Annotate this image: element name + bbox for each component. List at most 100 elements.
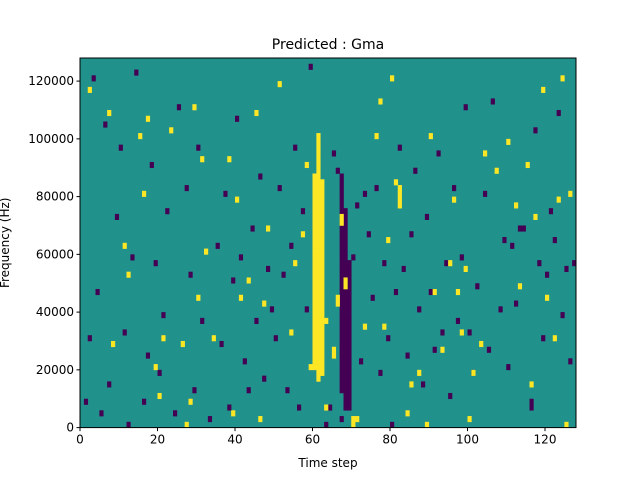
heatmap-cell-high [320, 289, 325, 296]
heatmap-cell-high [312, 173, 317, 180]
heatmap-cell-high [122, 242, 127, 249]
heatmap-cell-high [238, 294, 244, 301]
heatmap-cell-low [343, 242, 348, 249]
heatmap-cell-high [308, 364, 313, 371]
heatmap-cell-high [316, 144, 321, 151]
heatmap-cell-high [506, 138, 511, 145]
heatmap-cell-high [393, 179, 399, 186]
heatmap-cell-high [312, 323, 317, 330]
heatmap-cell-low [572, 260, 577, 267]
heatmap-cell-low [215, 242, 220, 249]
heatmap-cell-low [347, 271, 352, 278]
heatmap-cell-high [316, 196, 321, 203]
heatmap-cell-low [142, 398, 147, 405]
heatmap-cell-low [339, 260, 344, 267]
heatmap-cell-low [347, 387, 352, 394]
heatmap-cell-high [545, 294, 550, 301]
heatmap-cell-high [320, 248, 325, 255]
heatmap-cell-high [312, 283, 317, 290]
heatmap-cell-low [339, 202, 344, 209]
heatmap-cell-high [312, 248, 317, 255]
heatmap-cell-high [316, 283, 321, 290]
heatmap-cell-low [246, 387, 251, 394]
heatmap-cell-low [339, 242, 344, 249]
heatmap-cell-low [343, 329, 348, 336]
heatmap-cell-low [339, 329, 344, 336]
x-axis-label: Time step [297, 456, 357, 470]
heatmap-cell-low [161, 312, 166, 319]
heatmap-cell-high [320, 179, 325, 186]
heatmap-cell-low [417, 306, 422, 313]
heatmap-cell-low [87, 335, 92, 342]
heatmap-cell-low [347, 323, 352, 330]
y-tick-label: 60000 [36, 247, 74, 261]
heatmap-cell-low [339, 335, 344, 342]
heatmap-cell-high [246, 277, 251, 284]
heatmap-cell-low [339, 265, 344, 272]
heatmap-cell-low [173, 410, 178, 417]
heatmap-cell-low [401, 265, 406, 272]
heatmap-cell-low [347, 329, 352, 336]
x-tick-label: 40 [227, 433, 242, 447]
heatmap-cell-high [87, 86, 92, 93]
heatmap-cell-high [320, 271, 325, 278]
heatmap-cell-low [343, 375, 348, 382]
heatmap-cell-high [378, 98, 383, 105]
heatmap-cell-high [316, 219, 321, 226]
heatmap-cell-high [564, 421, 569, 428]
heatmap-cell-high [204, 248, 209, 255]
heatmap-cell-low [103, 121, 108, 128]
heatmap-cell-high [312, 317, 317, 324]
heatmap-cell-low [440, 329, 445, 336]
heatmap-cell-low [91, 75, 96, 82]
heatmap-cell-low [347, 300, 352, 307]
heatmap-cell-high [320, 260, 325, 267]
heatmap-cell-low [200, 317, 205, 324]
heatmap-cell-high [335, 294, 340, 301]
x-tick-label: 80 [382, 433, 397, 447]
heatmap-cell-high [312, 352, 317, 359]
heatmap-cell-low [347, 260, 352, 267]
heatmap-cell-low [339, 190, 344, 197]
heatmap-cell-high [343, 277, 348, 284]
heatmap-cell-high [316, 329, 321, 336]
heatmap-cell-high [316, 248, 321, 255]
heatmap-cell-low [343, 387, 348, 394]
heatmap-cell-low [339, 358, 344, 365]
heatmap-cell-low [339, 271, 344, 278]
heatmap-cell-high [479, 340, 484, 348]
heatmap-cell-low [347, 398, 352, 405]
heatmap-cell-high [258, 416, 263, 423]
heatmap-cell-high [316, 202, 321, 209]
heatmap-cell-high [227, 156, 232, 163]
heatmap-cell-high [192, 104, 197, 111]
heatmap-cell-low [409, 231, 414, 238]
heatmap-cell-high [196, 294, 201, 301]
heatmap-cell-low [529, 404, 534, 411]
heatmap-cell-low [343, 392, 348, 400]
heatmap-cell-low [262, 375, 267, 382]
heatmap-cell-high [517, 283, 523, 290]
heatmap-cell-high [316, 190, 321, 197]
heatmap-cell-low [498, 306, 503, 313]
heatmap-cell-high [316, 346, 321, 353]
heatmap-cell-low [343, 352, 348, 359]
heatmap-cell-low [521, 225, 526, 232]
heatmap-cell-low [506, 364, 511, 371]
heatmap-cell-high [277, 81, 282, 88]
heatmap-cell-high [316, 300, 321, 307]
heatmap-cell-low [545, 271, 550, 278]
heatmap-cell-high [316, 277, 321, 284]
heatmap-cell-low [343, 369, 348, 376]
heatmap-cell-high [312, 237, 317, 244]
heatmap-cell-high [316, 335, 321, 342]
heatmap-cell-high [312, 265, 317, 272]
heatmap-cell-low [250, 225, 255, 232]
heatmap-cell-low [448, 392, 453, 400]
heatmap-cell-low [339, 306, 344, 313]
heatmap-cell-low [339, 289, 344, 296]
heatmap-cell-low [188, 271, 193, 278]
heatmap-cell-low [370, 294, 375, 301]
heatmap-cell-high [316, 167, 321, 174]
heatmap-cell-low [343, 260, 348, 267]
